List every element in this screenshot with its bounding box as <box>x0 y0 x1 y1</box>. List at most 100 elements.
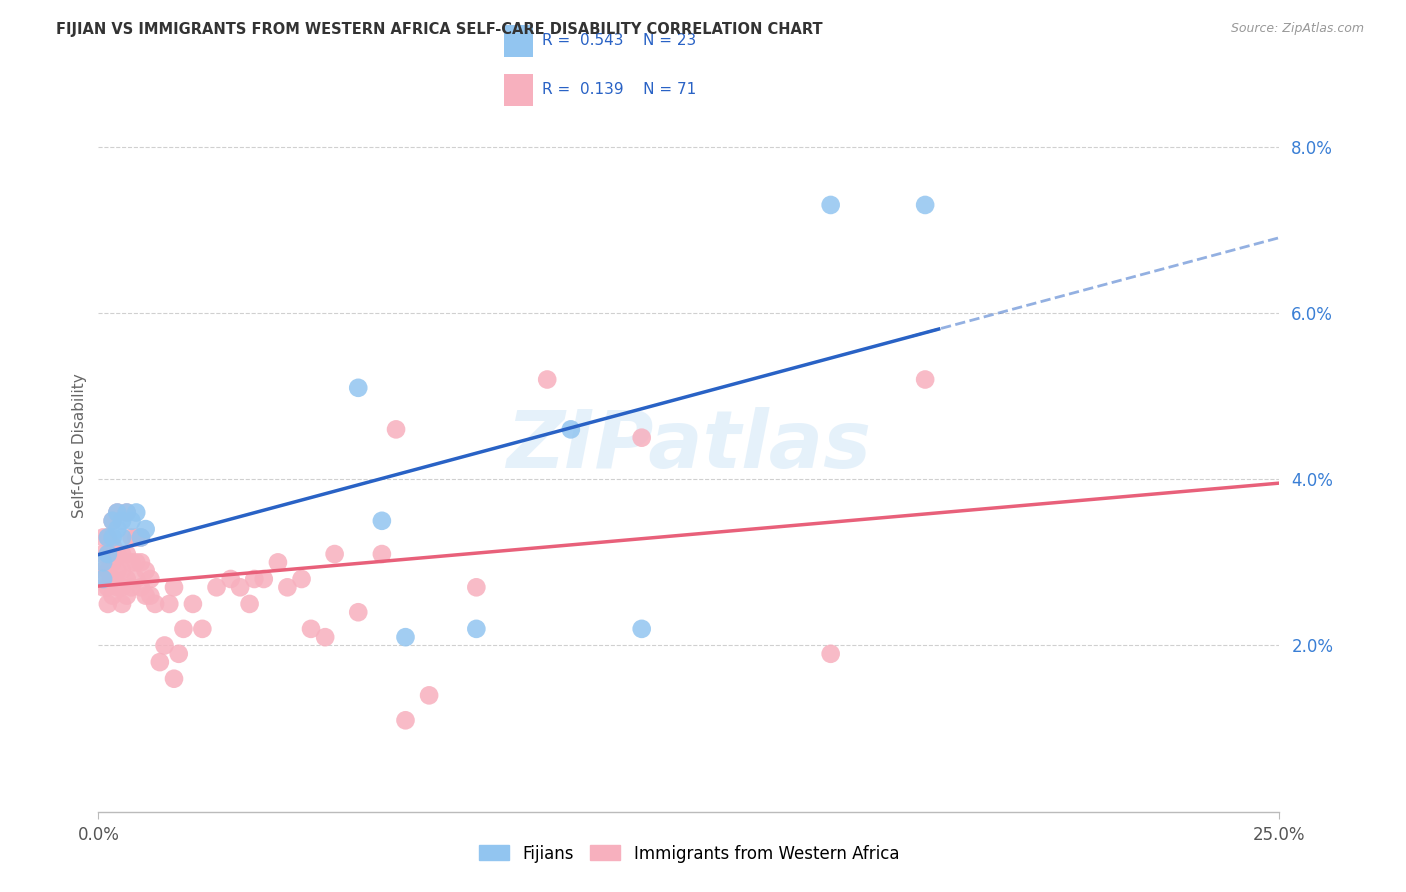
Point <box>172 622 194 636</box>
Point <box>820 647 842 661</box>
Point <box>347 605 370 619</box>
Point <box>97 580 120 594</box>
Point <box>157 597 180 611</box>
Point <box>115 589 138 603</box>
Point <box>820 198 842 212</box>
Point <box>153 639 176 653</box>
Point <box>347 381 370 395</box>
Point <box>105 506 128 520</box>
Point <box>91 530 114 544</box>
Point <box>323 547 346 561</box>
Point <box>111 580 134 594</box>
Point <box>91 572 114 586</box>
Point <box>129 580 152 594</box>
Point <box>191 622 214 636</box>
Y-axis label: Self-Care Disability: Self-Care Disability <box>72 374 87 518</box>
Point <box>394 630 416 644</box>
Point <box>121 514 143 528</box>
Point <box>101 514 124 528</box>
Point <box>219 572 242 586</box>
Point <box>536 372 558 386</box>
Point <box>914 372 936 386</box>
Point <box>181 597 204 611</box>
Point <box>229 580 252 594</box>
Point <box>135 564 157 578</box>
Point <box>149 655 172 669</box>
Point <box>105 522 128 536</box>
Bar <box>503 74 533 106</box>
Point <box>267 555 290 569</box>
Point <box>101 572 124 586</box>
Point <box>276 580 298 594</box>
Point <box>135 522 157 536</box>
Point <box>121 530 143 544</box>
Point <box>135 589 157 603</box>
Point <box>111 564 134 578</box>
Point <box>111 514 134 528</box>
Point <box>101 589 124 603</box>
Point <box>97 530 120 544</box>
Point <box>91 555 114 569</box>
Point <box>105 506 128 520</box>
Point <box>91 547 114 561</box>
Point <box>243 572 266 586</box>
Point <box>125 555 148 569</box>
Point <box>394 714 416 728</box>
Text: FIJIAN VS IMMIGRANTS FROM WESTERN AFRICA SELF-CARE DISABILITY CORRELATION CHART: FIJIAN VS IMMIGRANTS FROM WESTERN AFRICA… <box>56 22 823 37</box>
Point <box>205 580 228 594</box>
Point <box>143 597 166 611</box>
Point <box>253 572 276 586</box>
Point <box>371 547 394 561</box>
Text: R =  0.543    N = 23: R = 0.543 N = 23 <box>543 33 696 48</box>
Point <box>105 564 128 578</box>
Point <box>101 539 124 553</box>
Point <box>914 198 936 212</box>
Point <box>101 555 124 569</box>
Point <box>105 580 128 594</box>
Point <box>101 514 124 528</box>
Point <box>385 422 408 436</box>
Point <box>97 564 120 578</box>
Point <box>163 672 186 686</box>
Point <box>121 580 143 594</box>
Point <box>97 547 120 561</box>
Point <box>115 547 138 561</box>
Point <box>91 580 114 594</box>
Point <box>299 622 322 636</box>
Point <box>371 514 394 528</box>
Point <box>163 580 186 594</box>
Point <box>630 622 652 636</box>
Point <box>91 564 114 578</box>
Point <box>418 689 440 703</box>
Point <box>314 630 336 644</box>
Point <box>97 547 120 561</box>
Point <box>115 506 138 520</box>
Point <box>290 572 312 586</box>
Point <box>111 547 134 561</box>
Point <box>630 431 652 445</box>
Point <box>115 506 138 520</box>
Point <box>139 572 162 586</box>
Text: Source: ZipAtlas.com: Source: ZipAtlas.com <box>1230 22 1364 36</box>
Text: R =  0.139    N = 71: R = 0.139 N = 71 <box>543 82 696 97</box>
Point <box>239 597 262 611</box>
Point <box>125 530 148 544</box>
Point <box>139 589 162 603</box>
Point <box>121 555 143 569</box>
Point <box>125 572 148 586</box>
Point <box>105 547 128 561</box>
Point <box>97 530 120 544</box>
Point <box>129 555 152 569</box>
Point <box>101 530 124 544</box>
Bar <box>503 25 533 57</box>
Legend: Fijians, Immigrants from Western Africa: Fijians, Immigrants from Western Africa <box>472 838 905 869</box>
Point <box>465 580 488 594</box>
Text: ZIPatlas: ZIPatlas <box>506 407 872 485</box>
Point <box>111 530 134 544</box>
Point <box>125 506 148 520</box>
Point <box>111 597 134 611</box>
Point <box>97 597 120 611</box>
Point <box>129 530 152 544</box>
Point <box>129 530 152 544</box>
Point <box>115 572 138 586</box>
